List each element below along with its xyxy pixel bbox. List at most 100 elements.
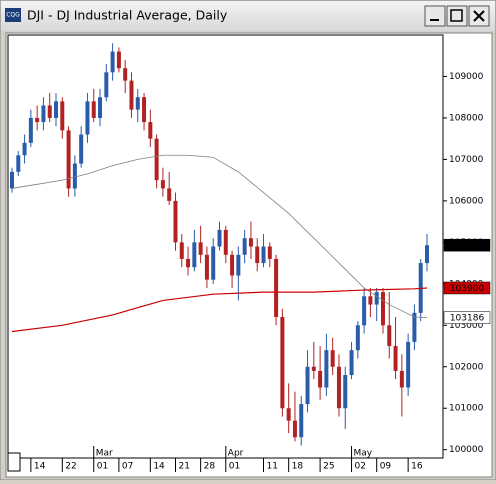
candle-body — [179, 242, 184, 259]
y-tick-label: 100000 — [449, 445, 484, 455]
candle-body — [98, 97, 103, 118]
maximize-button[interactable] — [446, 5, 468, 27]
candle-body — [324, 350, 329, 388]
candle-body — [123, 68, 128, 81]
candle-body — [211, 246, 216, 280]
candle-body — [236, 254, 241, 276]
candle-body — [110, 51, 115, 73]
y-tick-label: 103000 — [449, 321, 484, 331]
candle-body — [116, 51, 121, 69]
minimize-button[interactable] — [424, 5, 446, 27]
candle-body — [66, 130, 71, 189]
x-tick-label: 18 — [292, 462, 304, 472]
candle-body — [154, 138, 159, 181]
last-price-box — [443, 238, 491, 252]
x-tick-label: 01 — [97, 462, 108, 472]
candle-body — [85, 101, 90, 135]
x-tick-label: 09 — [380, 462, 392, 472]
app-icon-text: CQG — [6, 12, 20, 19]
x-tick-label: 02 — [355, 462, 366, 472]
moving-average-line — [11, 154, 428, 318]
candle-body — [204, 254, 209, 280]
month-label: Mar — [96, 449, 113, 459]
candle-body — [192, 242, 197, 268]
candle-body — [292, 420, 297, 438]
candle-body — [148, 122, 153, 139]
candle-body — [47, 105, 52, 118]
candle-body — [425, 245, 429, 264]
last-price-text: 104932 — [450, 241, 484, 251]
candle-body — [330, 350, 335, 367]
candle-body — [142, 97, 147, 123]
candle-body — [79, 134, 84, 164]
app-icon — [5, 8, 21, 22]
x-tick-label: 01 — [229, 462, 240, 472]
candle-body — [280, 317, 285, 409]
candle-body — [311, 366, 316, 371]
y-tick-label: 108000 — [449, 113, 484, 123]
window-title: DJI - DJ Industrial Average, Daily — [27, 8, 228, 23]
candle-body — [336, 366, 341, 409]
candle-body — [242, 238, 247, 255]
candle-body — [16, 155, 21, 172]
ma-price-text: 103186 — [450, 314, 485, 324]
candle-body — [368, 296, 373, 305]
x-tick-label: 11 — [267, 462, 278, 472]
x-tick-label: 07 — [122, 462, 133, 472]
y-tick-label: 107000 — [449, 155, 484, 165]
candle-body — [129, 80, 134, 110]
candle-body — [72, 163, 77, 189]
x-tick-label: 28 — [204, 462, 216, 472]
candle-body — [362, 296, 367, 326]
candle-body — [305, 366, 310, 405]
corner-box[interactable] — [7, 452, 21, 472]
x-tick-label: 14 — [153, 462, 165, 472]
candle-body — [267, 246, 272, 259]
candle-body — [35, 117, 40, 123]
y-tick-label: 106000 — [449, 196, 484, 206]
candle-body — [406, 341, 411, 388]
candle-body — [255, 246, 260, 264]
candle-body — [104, 72, 109, 98]
candle-body — [22, 142, 27, 156]
candle-body — [286, 408, 291, 421]
candle-body — [412, 312, 417, 342]
candle-body — [198, 242, 203, 255]
candle-body — [274, 258, 279, 317]
candle-body — [343, 375, 348, 409]
candle-body — [230, 254, 235, 276]
candle-body — [223, 229, 228, 255]
candle-body — [167, 188, 172, 201]
candle-body — [135, 97, 140, 110]
candle-body — [91, 101, 96, 118]
candle-body — [173, 200, 178, 243]
candle-body — [41, 105, 46, 123]
ma-price-box — [443, 281, 491, 295]
ma-price-text: 103900 — [450, 284, 485, 294]
ma-price-box — [443, 311, 491, 324]
candle-body — [399, 370, 404, 388]
y-tick-label: 102000 — [449, 362, 484, 372]
moving-average-line — [11, 287, 428, 333]
candle-body — [261, 246, 266, 264]
candle-body — [349, 350, 354, 376]
close-button[interactable] — [468, 5, 490, 27]
title-bar — [1, 1, 495, 31]
candle-body — [10, 171, 14, 189]
candle-body — [160, 180, 165, 189]
candle-body — [374, 292, 379, 305]
x-tick-label: 25 — [323, 462, 334, 472]
x-tick-label: 21 — [178, 462, 189, 472]
candle-body — [393, 346, 398, 371]
y-tick-label: 109000 — [449, 72, 484, 82]
candle-body — [217, 229, 222, 247]
candle-body — [186, 258, 191, 268]
x-tick-label: 14 — [34, 462, 46, 472]
candle-body — [355, 325, 360, 351]
candle-body — [60, 101, 65, 131]
candle-body — [380, 292, 385, 326]
month-label: May — [354, 449, 373, 459]
candle-body — [318, 370, 323, 388]
x-tick-label: 22 — [65, 462, 76, 472]
